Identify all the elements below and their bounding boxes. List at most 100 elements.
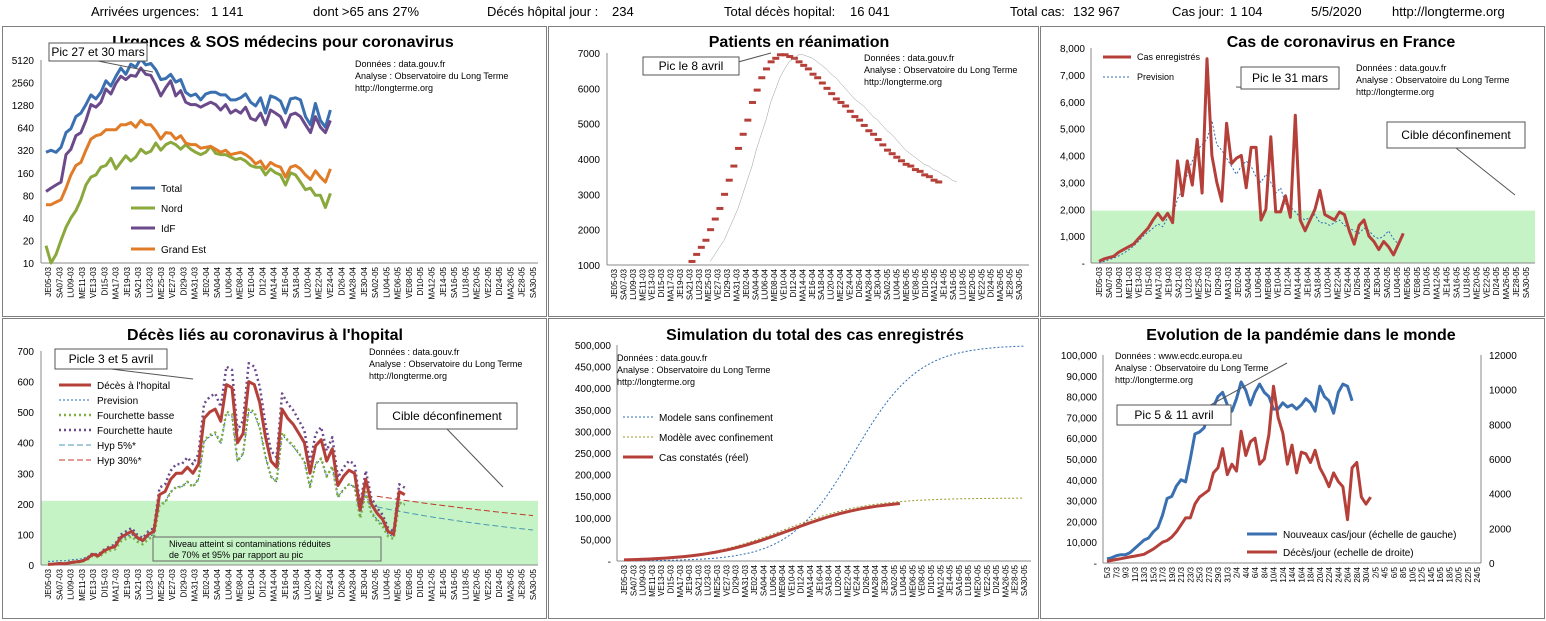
callout-monde-box (1116, 404, 1232, 426)
x-tick-urgences: JE30-04 (360, 266, 369, 296)
callout-target-cas-box (1386, 121, 1526, 149)
x-tick-deces: VE27-03 (168, 568, 177, 600)
x-tick-deces: DI26-04 (337, 568, 346, 597)
series-line-grand-est (46, 118, 332, 207)
x-tick-reanimation: MA17-03 (667, 268, 676, 301)
x-tick-deces: JE02-04 (202, 568, 211, 598)
x-tick-cas: VE22-05 (1482, 266, 1491, 298)
x-tick-reanimation: MA12-05 (930, 268, 939, 301)
x-tick-cas: JE05-03 (1095, 266, 1104, 296)
x-tick-monde: 15/3 (1149, 566, 1158, 582)
source-note-urgences-2: http://longterme.org (355, 83, 433, 93)
x-tick-deces: ME25-03 (157, 568, 166, 601)
x-tick-cas: ME25-03 (1194, 266, 1203, 299)
x-tick-urgences: ME11-03 (78, 266, 87, 298)
x-tick-cas: DI29-03 (1214, 266, 1223, 295)
x-tick-reanimation: DI26-04 (855, 268, 864, 297)
x-tick-sim: LU09-03 (639, 564, 648, 595)
panel-cas-france: - 1,000 2,000 3,000 4,000 5,000 6,000 7,000 8,00… (1040, 26, 1545, 317)
x-tick-monde: 30/4 (1362, 566, 1371, 582)
y-tick-sim-8: 400,000 (575, 384, 612, 395)
x-tick-deces: MA12-05 (427, 568, 436, 601)
cas-jour-value: 1 104 (1230, 4, 1263, 19)
x-tick-deces: ME08-04 (236, 568, 245, 601)
x-tick-sim: MA28-04 (871, 564, 880, 597)
legend-label-sim-1: Modèle avec confinement (659, 433, 773, 444)
y-tick-sim-9: 450,000 (575, 363, 612, 374)
callout-target-deces-pointer (446, 428, 504, 488)
x-tick-cas: DI10-05 (1423, 266, 1432, 295)
x-tick-deces: VE10-04 (247, 568, 256, 600)
x-tick-monde: 21/3 (1177, 566, 1186, 582)
y-tick-reanimation-2: 3000 (578, 190, 601, 201)
x-tick-deces: JE30-04 (360, 568, 369, 598)
hyp5-line-deces (376, 506, 534, 531)
x-tick-sim: LU20-04 (834, 564, 843, 595)
source-note-reanimation-0: Données : data.gouv.fr (864, 53, 954, 63)
y-tick-urgences-2: 40 (23, 214, 35, 225)
series-line-idf (45, 66, 332, 193)
x-tick-urgences: VE24-04 (326, 266, 335, 298)
x-tick-cas: SA30-05 (1522, 266, 1531, 298)
chart-title-reanimation: Patients en réanimation (709, 34, 890, 51)
x-tick-urgences: VE22-05 (484, 266, 493, 298)
y-tick-deces-5: 500 (17, 408, 34, 419)
y-tick-right-monde-0: 0 (1489, 559, 1495, 570)
y-tick-cas-3: 3,000 (1060, 178, 1085, 189)
y-tick-left-monde-0: - (1094, 559, 1097, 570)
x-tick-sim: VE22-05 (983, 564, 992, 596)
x-tick-urgences: MA31-03 (191, 266, 200, 299)
panel-deces: 0 100 200 300 400 500 600 700 JE05-03 SA07-03 LU09… (2, 318, 547, 619)
y-tick-cas-0: - (1082, 259, 1085, 270)
x-tick-deces: VE13-03 (89, 568, 98, 600)
legend-label-1: Nord (161, 204, 183, 215)
x-tick-urgences: DI24-05 (495, 266, 504, 295)
y-tick-reanimation-4: 5000 (578, 120, 601, 131)
x-tick-reanimation: VE27-03 (714, 268, 723, 300)
x-tick-reanimation: ME25-03 (704, 268, 713, 301)
y-tick-sim-3: 150,000 (575, 492, 612, 503)
y-tick-reanimation-6: 7000 (578, 49, 601, 60)
x-tick-cas: VE08-05 (1413, 266, 1422, 298)
target-note-line-2: de 70% et 95% par rapport au pic (169, 550, 304, 560)
x-tick-reanimation: DI15-03 (657, 268, 666, 297)
x-tick-sim: SA04-04 (760, 564, 769, 596)
source-note-reanimation-2: http://longterme.org (864, 77, 942, 87)
x-tick-reanimation: MA31-03 (732, 268, 741, 301)
deaths-line-monde (1106, 384, 1372, 563)
x-tick-monde: 14/4 (1288, 566, 1297, 582)
x-tick-monde: 20/4 (1316, 566, 1325, 582)
x-tick-cas: MA31-03 (1224, 266, 1233, 299)
panel-simulation: - 50,000 100,000 150,000 200,000 250,000 300,0… (548, 318, 1039, 619)
x-tick-sim: MA31-03 (741, 564, 750, 597)
x-tick-urgences: DI26-04 (337, 266, 346, 295)
y-tick-cas-1: 1,000 (1060, 232, 1085, 243)
x-tick-cas: MA12-05 (1433, 266, 1442, 299)
y-tick-cas-4: 4,000 (1060, 152, 1085, 163)
chart-urgences: 10 20 40 80 160 320 640 1280 2560 5120 JE05-03 SA07… (12, 34, 538, 299)
x-tick-cas: DI24-05 (1492, 266, 1501, 295)
x-tick-cas: LU06-04 (1254, 266, 1263, 297)
target-note-box (152, 536, 382, 562)
legend-label-deces-3: Fourchette haute (97, 426, 173, 437)
plus65-value: 27% (393, 4, 420, 19)
callout-reanimation-box (642, 56, 740, 76)
y-tick-sim-1: 50,000 (580, 535, 611, 546)
x-tick-sim: LU23-03 (704, 564, 713, 595)
y-tick-urgences-6: 640 (17, 124, 34, 135)
x-tick-urgences: LU18-05 (461, 266, 470, 297)
y-tick-deces-6: 600 (17, 378, 34, 389)
x-tick-deces: MA14-04 (270, 568, 279, 601)
x-tick-sim: DI29-03 (732, 564, 741, 593)
x-tick-reanimation: VE10-04 (780, 268, 789, 300)
x-tick-reanimation: ME08-04 (770, 268, 779, 301)
x-tick-cas: JE19-03 (1165, 266, 1174, 296)
x-tick-reanimation: LU09-03 (629, 268, 638, 299)
x-tick-deces: ME06-05 (394, 568, 403, 601)
y-tick-reanimation-0: 1000 (578, 261, 601, 272)
x-tick-urgences: JE02-04 (202, 266, 211, 296)
chart-reanimation: 1000 2000 3000 4000 5000 6000 7000 JE05-03 SA07-… (578, 34, 1029, 301)
x-tick-deces: JE14-05 (439, 568, 448, 598)
callout-cas-box (1240, 66, 1340, 90)
y-tick-urgences-3: 80 (23, 191, 35, 202)
